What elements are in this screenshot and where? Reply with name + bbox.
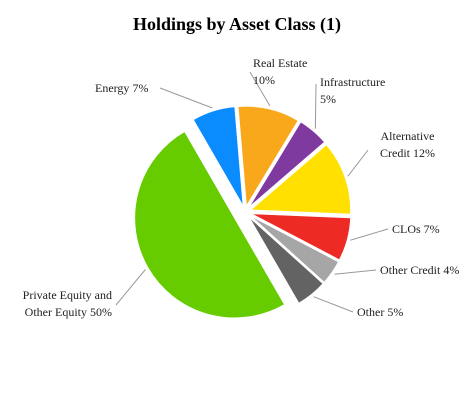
category-name: Real Estate [253,56,308,70]
leader-line [350,228,389,241]
value-label: 5% [320,92,336,106]
value-label: 50% [90,305,112,319]
slice-label: Alternative Credit 12% [370,128,445,162]
pie-slice [134,130,286,319]
value-label: 4% [443,263,460,277]
value-label: 12% [413,146,435,160]
leader-line [115,269,146,306]
pie-slice [248,216,324,304]
slice-label: Infrastructure 5% [320,74,400,108]
value-label: 5% [387,305,404,319]
chart-title: Holdings by Asset Class (1) [132,14,342,34]
slice-label: Energy 7% [95,80,175,97]
category-name: Private Equity and Other Equity [22,288,112,319]
category-name: Energy [95,81,130,95]
pie-slice [192,106,244,207]
value-label: 7% [132,81,149,95]
category-name: Other [357,305,385,319]
leader-line [313,296,354,313]
pie-slice [248,121,326,208]
slice-label: Private Equity and Other Equity 50% [20,287,112,321]
category-name: Infrastructure [320,75,386,89]
value-label: 7% [423,222,440,236]
leader-line [347,149,369,177]
pie-slice [250,213,352,261]
category-name: Other Credit [380,263,441,277]
leader-line [159,87,213,109]
leader-line [249,71,271,107]
leader-line [334,269,377,275]
slice-label: Other Credit 4% [380,262,460,279]
slice-label: Other 5% [357,304,427,321]
slice-label: Real Estate 10% [253,55,323,89]
category-name: CLOs [392,222,421,236]
category-name: Alternative Credit [380,129,435,160]
value-label: 10% [253,73,275,87]
leader-line [314,83,317,129]
pie-slice [237,105,299,208]
slice-label: CLOs 7% [392,221,462,238]
pie-slice [249,214,340,284]
pie-slice [249,143,352,215]
